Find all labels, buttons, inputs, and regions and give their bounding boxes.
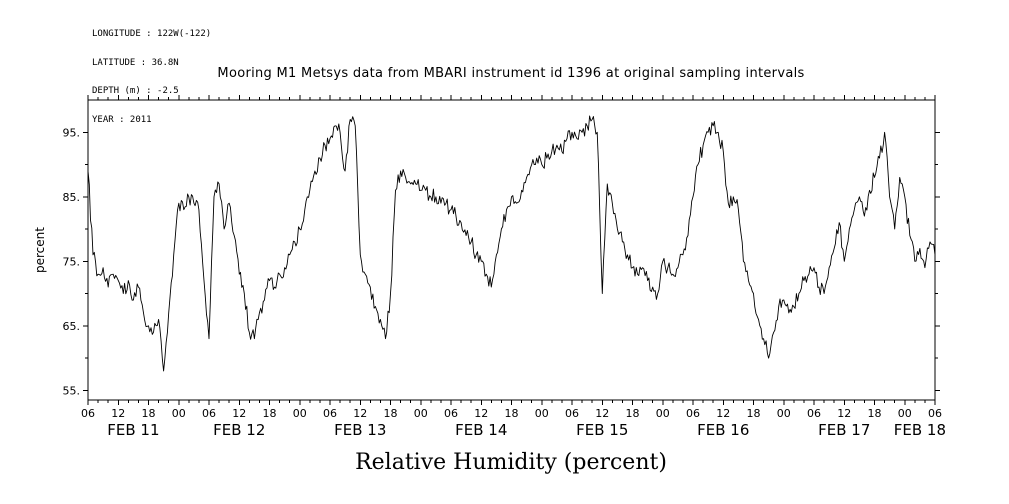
x-tick-label: 18 xyxy=(263,407,277,420)
plot-title: Mooring M1 Metsys data from MBARI instru… xyxy=(217,66,805,81)
y-tick-label: 55. xyxy=(63,384,81,397)
x-tick-label: 18 xyxy=(142,407,156,420)
x-tick-label: 00 xyxy=(414,407,428,420)
x-tick-label: 06 xyxy=(565,407,579,420)
x-tick-label: 00 xyxy=(172,407,186,420)
x-tick-label: 00 xyxy=(535,407,549,420)
x-tick-label: 12 xyxy=(474,407,488,420)
x-tick-label: 18 xyxy=(868,407,882,420)
metadata-block: LONGITUDE : 122W(-122) LATITUDE : 36.8N … xyxy=(92,11,211,144)
date-label: FEB 11 xyxy=(107,421,159,439)
x-tick-label: 06 xyxy=(444,407,458,420)
date-label: FEB 12 xyxy=(213,421,265,439)
y-tick-label: 75. xyxy=(63,255,81,268)
y-tick-label: 95. xyxy=(63,126,81,139)
date-label: FEB 18 xyxy=(894,421,946,439)
meta-year: YEAR : 2011 xyxy=(92,114,152,125)
x-axis-title: Relative Humidity (percent) xyxy=(355,450,667,475)
x-tick-label: 00 xyxy=(656,407,670,420)
x-tick-label: 00 xyxy=(293,407,307,420)
date-label: FEB 16 xyxy=(697,421,749,439)
y-tick-label: 65. xyxy=(63,320,81,333)
x-tick-label: 06 xyxy=(686,407,700,420)
x-tick-label: 18 xyxy=(747,407,761,420)
humidity-series-line xyxy=(87,115,936,372)
x-tick-label: 12 xyxy=(111,407,125,420)
y-tick-label: 85. xyxy=(63,191,81,204)
x-tick-label: 06 xyxy=(81,407,95,420)
meta-latitude: LATITUDE : 36.8N xyxy=(92,57,179,68)
date-label: FEB 14 xyxy=(455,421,507,439)
x-tick-label: 12 xyxy=(353,407,367,420)
x-tick-label: 06 xyxy=(928,407,942,420)
x-tick-label: 06 xyxy=(202,407,216,420)
plot-frame xyxy=(87,99,936,401)
x-tick-label: 00 xyxy=(898,407,912,420)
date-label: FEB 17 xyxy=(818,421,870,439)
date-label: FEB 13 xyxy=(334,421,386,439)
date-label: FEB 15 xyxy=(576,421,628,439)
x-tick-label: 18 xyxy=(626,407,640,420)
x-tick-label: 00 xyxy=(777,407,791,420)
x-tick-label: 18 xyxy=(384,407,398,420)
x-tick-label: 12 xyxy=(232,407,246,420)
x-tick-label: 12 xyxy=(837,407,851,420)
meta-longitude: LONGITUDE : 122W(-122) xyxy=(92,29,212,39)
x-tick-label: 06 xyxy=(323,407,337,420)
x-tick-label: 18 xyxy=(505,407,519,420)
x-tick-label: 12 xyxy=(716,407,730,420)
x-tick-label: 12 xyxy=(595,407,609,420)
meta-depth: DEPTH (m) : -2.5 xyxy=(92,86,179,96)
x-tick-label: 06 xyxy=(807,407,821,420)
